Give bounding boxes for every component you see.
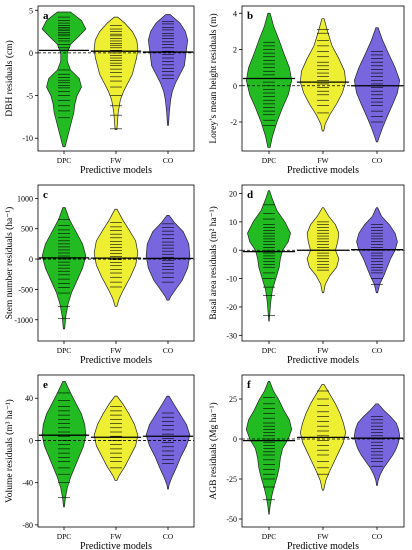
y-axis-label: AGB residuals (Mg ha⁻¹)	[208, 402, 219, 499]
y-axis-label: Lorey’s mean height residuals (m)	[208, 13, 219, 143]
panel-letter: f	[247, 379, 251, 391]
x-axis-label: Predictive models	[80, 355, 152, 366]
y-tick-label: -25	[226, 475, 237, 484]
x-axis-label: Predictive models	[287, 541, 359, 550]
panel-d: 20 10 0 -10 -20 -30 DPC FW CO Predictive models Ba…	[208, 184, 405, 366]
x-tick-label: DPC	[262, 156, 277, 165]
x-axis-label: Predictive models	[80, 541, 152, 550]
x-tick-label: CO	[163, 346, 174, 355]
y-tick-label: 25	[229, 395, 237, 404]
y-tick-label: -20	[226, 303, 237, 312]
x-tick-label: CO	[372, 346, 383, 355]
x-tick-label: CO	[163, 532, 174, 541]
x-tick-label: FW	[317, 346, 329, 355]
x-axis-label: Predictive models	[287, 355, 359, 366]
y-axis-label: Volume residuals (m³ ha⁻¹)	[4, 399, 15, 503]
y-tick-label: -10	[22, 134, 33, 143]
x-tick-label: FW	[110, 346, 122, 355]
panel-c: 1000 500 0 -500 -1000 DPC FW CO Predictive model…	[4, 184, 195, 366]
y-tick-label: 0	[29, 255, 33, 264]
y-tick-label: -5	[26, 92, 33, 101]
x-axis-label: Predictive models	[80, 165, 152, 176]
y-tick-label: 4	[233, 9, 237, 18]
panel-letter: a	[43, 10, 49, 22]
panel-letter: d	[247, 189, 253, 201]
violin-dpc	[41, 380, 87, 508]
y-tick-label: 0	[233, 82, 237, 91]
x-tick-label: DPC	[57, 156, 72, 165]
y-tick-label: -80	[22, 521, 33, 530]
x-tick-label: DPC	[262, 532, 277, 541]
y-tick-label: -50	[226, 515, 237, 524]
violin-fw	[299, 18, 347, 132]
y-axis-label: DBH residuals (cm)	[4, 40, 15, 117]
x-tick-label: DPC	[262, 346, 277, 355]
violin-co	[147, 14, 189, 126]
violin-co	[353, 27, 401, 143]
panel-letter: e	[43, 379, 48, 391]
y-tick-label: 40	[25, 394, 33, 403]
y-tick-label: -30	[226, 331, 237, 340]
panel-f: 25 0 -25 -50 DPC FW CO Predictive models AGB res…	[208, 374, 405, 550]
x-tick-label: DPC	[57, 532, 72, 541]
violin-fw	[93, 395, 139, 481]
y-tick-label: 1000	[17, 194, 33, 203]
x-tick-label: FW	[317, 156, 329, 165]
y-tick-label: 5	[29, 6, 33, 15]
x-tick-label: CO	[372, 532, 383, 541]
x-tick-label: FW	[110, 156, 122, 165]
x-tick-label: CO	[163, 156, 174, 165]
y-axis-label: Stem number residuals (ha⁻¹)	[4, 207, 15, 320]
x-tick-label: CO	[372, 156, 383, 165]
y-tick-label: 500	[21, 225, 33, 234]
violin-dpc	[245, 12, 293, 148]
y-tick-label: 0	[233, 246, 237, 255]
y-tick-label: -40	[22, 479, 33, 488]
x-tick-label: DPC	[57, 346, 72, 355]
y-tick-label: 2	[233, 46, 237, 55]
panel-letter: c	[43, 189, 48, 201]
y-tick-label: 20	[229, 190, 237, 199]
y-tick-label: -1000	[14, 316, 33, 325]
violin-dpc	[245, 381, 293, 515]
panel-letter: b	[247, 10, 253, 22]
y-tick-label: 0	[29, 49, 33, 58]
x-tick-label: FW	[317, 532, 329, 541]
x-axis-label: Predictive models	[287, 165, 359, 176]
x-tick-label: FW	[110, 532, 122, 541]
violin-co	[353, 403, 401, 486]
y-tick-label: -500	[18, 285, 33, 294]
panel-e: 40 0 -40 -80 DPC FW CO Predictive models Volume …	[4, 374, 195, 550]
y-tick-label: 0	[29, 436, 33, 445]
y-tick-label: -2	[230, 118, 237, 127]
y-axis-label: Basal area residuals (m² ha⁻¹)	[208, 206, 219, 320]
panel-b: 4 2 0 -2 DPC FW CO Predictive models Lorey’s mea…	[208, 5, 405, 176]
y-tick-label: 0	[233, 435, 237, 444]
y-tick-label: 10	[229, 218, 237, 227]
y-tick-label: -10	[226, 275, 237, 284]
panel-a: 5 0 -5 -10 DPC FW CO Predictive models DBH resid…	[4, 5, 195, 176]
